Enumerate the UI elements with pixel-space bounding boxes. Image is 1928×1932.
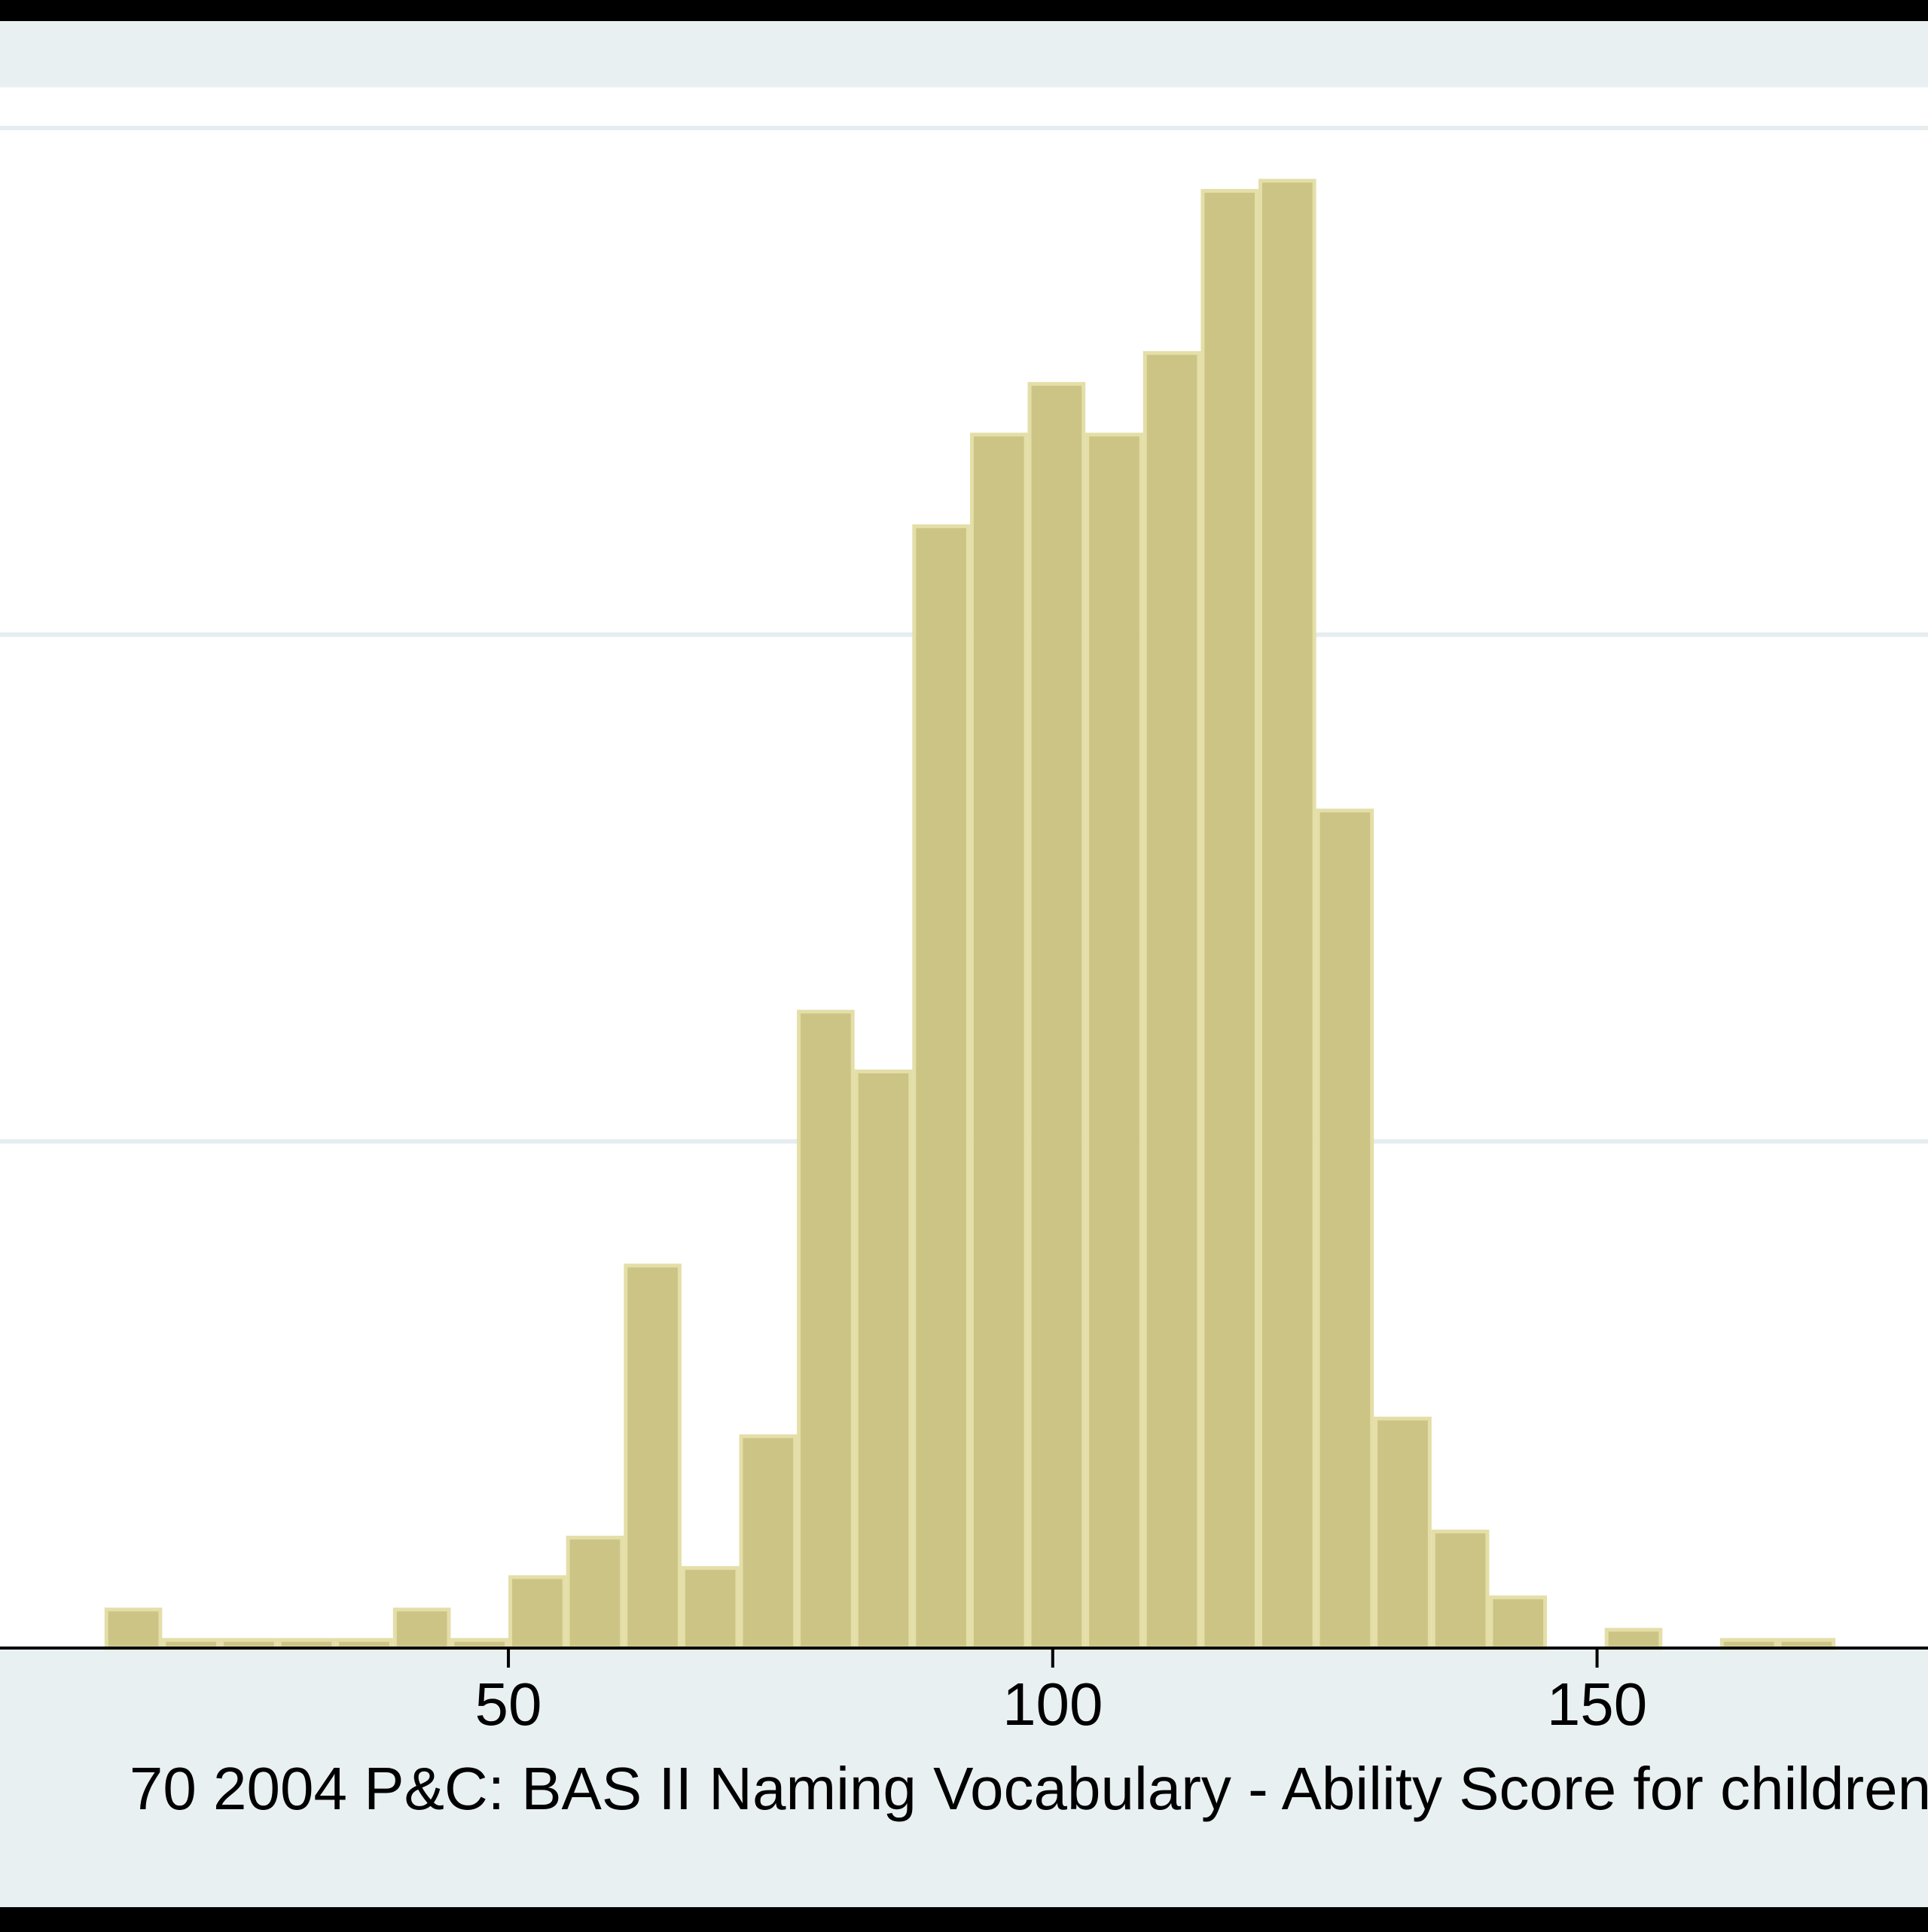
histogram-bar bbox=[854, 1070, 913, 1650]
bars bbox=[104, 179, 1836, 1650]
x-tick-label: 100 bbox=[1002, 1671, 1103, 1738]
histogram-bar bbox=[1085, 432, 1143, 1650]
histogram-bar bbox=[969, 432, 1028, 1650]
histogram-bar bbox=[1142, 351, 1201, 1650]
x-axis-ticks: 50 100 150 bbox=[475, 1648, 1647, 1738]
histogram-bar bbox=[1431, 1529, 1490, 1650]
histogram-bar bbox=[1604, 1628, 1663, 1650]
histogram-bar bbox=[104, 1607, 163, 1650]
x-axis-label: 70 2004 P&C: BAS II Naming Vocabulary - … bbox=[130, 1755, 1928, 1822]
histogram-bar bbox=[1489, 1595, 1548, 1650]
histogram-bar bbox=[739, 1434, 798, 1650]
histogram-bar bbox=[1258, 179, 1316, 1650]
histogram-bar bbox=[1027, 382, 1086, 1650]
x-tick-label: 50 bbox=[475, 1671, 542, 1738]
histogram-bar bbox=[392, 1607, 451, 1650]
x-tick-label: 150 bbox=[1547, 1671, 1647, 1738]
histogram-bar bbox=[681, 1566, 740, 1650]
histogram-bar bbox=[797, 1009, 855, 1650]
histogram-bar bbox=[1316, 808, 1374, 1650]
histogram-bar bbox=[508, 1575, 566, 1650]
histogram-bar bbox=[566, 1535, 624, 1650]
histogram-bar bbox=[624, 1263, 682, 1650]
histogram-bar bbox=[912, 524, 970, 1650]
histogram-bar bbox=[1374, 1416, 1432, 1650]
histogram-bar bbox=[1200, 188, 1259, 1650]
